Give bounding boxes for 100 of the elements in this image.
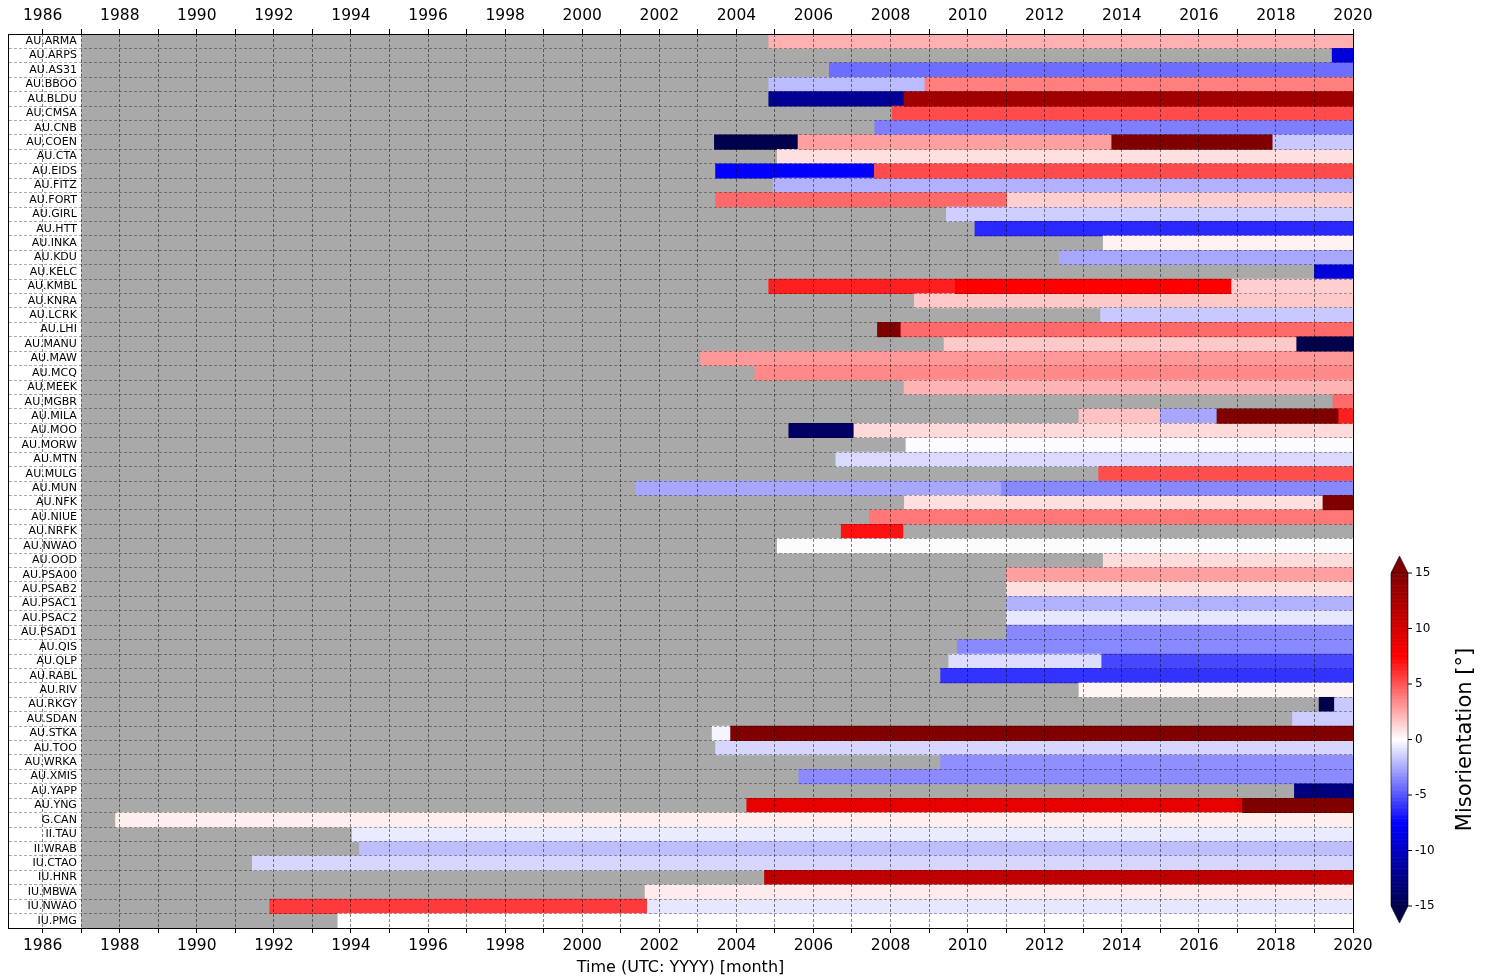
x2-tick-label: 1986 xyxy=(22,5,63,24)
y-tick-label: AU.RABL xyxy=(29,668,78,682)
x-tick-label: 1996 xyxy=(408,936,448,955)
y-tick-label: AU.NWAO xyxy=(23,538,78,552)
y-tick-label: AU.PSAD1 xyxy=(21,625,77,639)
x-tick-label: 2008 xyxy=(870,936,911,955)
bar xyxy=(905,437,1353,453)
y-tick-label: AU.RKGY xyxy=(28,697,78,711)
x2-tick-label: 1992 xyxy=(254,5,294,24)
x-tick-label: 1988 xyxy=(100,936,140,955)
bar xyxy=(714,134,799,150)
y-tick-label: AU.CMSA xyxy=(25,106,78,120)
bar xyxy=(1322,495,1353,511)
bar xyxy=(700,350,1353,366)
bar xyxy=(768,76,926,93)
color-bar-label: -15 xyxy=(1415,898,1435,913)
y-tick-label: II.TAU xyxy=(45,827,77,841)
y-tick-label: IU.PMG xyxy=(37,913,77,927)
bar xyxy=(1294,783,1353,799)
y-tick-label: AU.PSAC2 xyxy=(21,610,77,624)
y-tick-label: AU.FITZ xyxy=(33,178,78,192)
bar xyxy=(1159,408,1218,424)
bar xyxy=(903,91,1353,107)
bar xyxy=(940,668,1353,684)
bar xyxy=(974,221,1353,237)
y-tick-label: AU.LCRK xyxy=(29,308,78,322)
y-tick-label: AU.MILA xyxy=(31,408,78,422)
y-tick-label: AU.STKA xyxy=(29,726,78,740)
x2-tick-label: 2018 xyxy=(1256,5,1296,24)
x-tick-label: 2000 xyxy=(562,936,602,955)
bar xyxy=(1102,552,1353,568)
y-tick-label: AU.COEN xyxy=(26,135,77,148)
y-tick-label: AU.GIRL xyxy=(32,207,78,221)
bar xyxy=(891,105,1353,121)
bar xyxy=(359,841,1353,857)
x-tick-label: 1992 xyxy=(254,936,294,955)
bar xyxy=(1006,567,1353,583)
bar xyxy=(337,913,1353,928)
bar xyxy=(874,163,1353,179)
x2-tick-label: 1996 xyxy=(408,5,448,24)
y-tick-label: IU.CTAO xyxy=(32,855,78,869)
bar xyxy=(1006,581,1353,597)
y-tick-label: AU.MOO xyxy=(31,423,78,437)
x2-tick-label: 2020 xyxy=(1333,5,1373,24)
y-tick-label: AU.KELC xyxy=(29,264,78,278)
bar xyxy=(1006,596,1353,612)
y-tick-label: AU.SDAN xyxy=(26,711,77,725)
y-tick-label: AU.PSAB2 xyxy=(21,582,77,595)
y-tick-label: AU.BBOO xyxy=(25,77,78,91)
bar xyxy=(635,480,1002,496)
bar xyxy=(946,206,1353,222)
y-tick-label: AU.MEEK xyxy=(27,380,78,394)
x-tick-label: 2016 xyxy=(1179,936,1219,955)
bar xyxy=(715,192,1008,208)
bar xyxy=(1338,408,1353,424)
y-tick-label: AU.NIUE xyxy=(31,509,77,523)
bar xyxy=(1331,48,1353,64)
bar xyxy=(954,278,1232,294)
bar xyxy=(1296,336,1353,352)
y-tick-label: AU.INKA xyxy=(31,235,78,249)
y-tick-label: AU.NRFK xyxy=(28,524,78,538)
y-tick-label: AU.LHI xyxy=(40,322,77,336)
y-tick-label: AU.KMBL xyxy=(27,279,78,293)
bar xyxy=(948,653,1103,669)
y-tick-label: AU.EIDS xyxy=(32,163,77,177)
x-tick-label: 2002 xyxy=(639,936,680,955)
bar xyxy=(1111,134,1274,150)
bar xyxy=(904,495,1324,511)
y-tick-label: AU.BLDU xyxy=(27,91,77,105)
y-tick-label: AU.MANU xyxy=(24,336,77,350)
x-tick-label: 2004 xyxy=(716,936,757,955)
bar xyxy=(269,898,648,914)
bar xyxy=(900,322,1353,338)
y-tick-label: II.WRAB xyxy=(33,841,77,855)
bar xyxy=(1078,408,1161,424)
y-tick-label: AU.NFK xyxy=(36,495,78,509)
y-tick-label: AU.AS31 xyxy=(29,62,77,76)
y-tick-label: AU.YAPP xyxy=(31,783,78,797)
bar xyxy=(746,797,1243,813)
x-tick-label: 1998 xyxy=(485,936,525,955)
bar xyxy=(903,379,1353,395)
bar xyxy=(1078,682,1353,698)
bar xyxy=(768,34,1353,49)
y-tick-label: IU.HNR xyxy=(37,870,78,884)
x2-tick-label: 1990 xyxy=(177,5,217,24)
y-tick-label: AU.MAW xyxy=(30,351,77,365)
bar xyxy=(1102,235,1353,251)
bar xyxy=(797,134,1113,150)
x2-tick-label: 2000 xyxy=(562,5,602,24)
y-tick-label: AU.KDU xyxy=(34,250,77,264)
bar xyxy=(1006,610,1353,626)
bar xyxy=(788,422,855,439)
y-tick-label: G.CAN xyxy=(41,812,77,826)
y-tick-label: AU.KNRA xyxy=(27,293,78,307)
bar xyxy=(1006,192,1353,208)
bar xyxy=(874,120,1353,136)
y-tick-label: AU.WRKA xyxy=(24,755,78,769)
bar xyxy=(715,740,1353,756)
bar xyxy=(754,365,1353,381)
bar xyxy=(869,509,1353,525)
